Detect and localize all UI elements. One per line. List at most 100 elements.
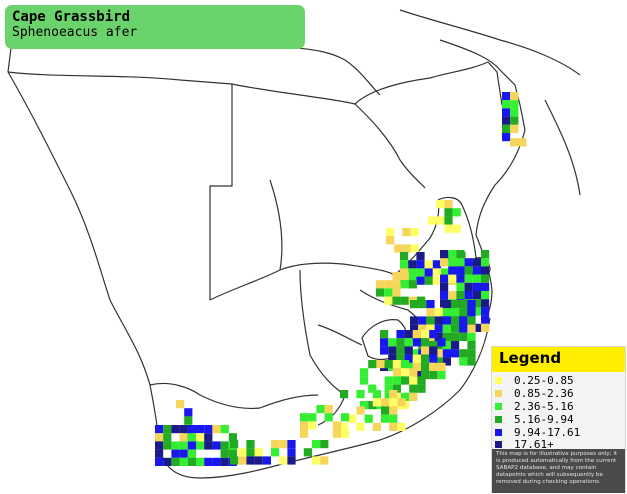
occurrence-cell	[360, 368, 369, 377]
occurrence-cell	[448, 274, 457, 283]
occurrence-cell	[196, 441, 205, 450]
occurrence-cell	[287, 440, 296, 449]
occurrence-cell	[254, 448, 263, 457]
occurrence-cell	[404, 338, 413, 347]
occurrence-cell	[360, 376, 369, 385]
occurrence-cell	[510, 116, 519, 125]
occurrence-cell	[212, 441, 221, 450]
occurrence-cell	[481, 315, 490, 324]
occurrence-cell	[442, 308, 451, 317]
occurrence-cell	[392, 376, 401, 385]
occurrence-cell	[163, 441, 172, 450]
occurrence-cell	[421, 346, 430, 355]
occurrence-cell	[204, 425, 213, 434]
occurrence-cell	[442, 332, 451, 341]
occurrence-cell	[187, 457, 196, 466]
occurrence-cell	[409, 392, 418, 401]
occurrence-cell	[418, 316, 427, 325]
occurrence-cell	[356, 406, 365, 415]
occurrence-cell	[384, 280, 393, 289]
occurrence-cell	[451, 324, 460, 333]
occurrence-cell	[417, 384, 426, 393]
occurrence-cell	[502, 124, 511, 133]
occurrence-cell	[452, 224, 461, 233]
occurrence-cell	[481, 274, 490, 283]
legend-swatch	[495, 441, 502, 448]
occurrence-cell	[434, 316, 443, 325]
occurrence-cell	[442, 324, 451, 333]
occurrence-cell	[451, 341, 460, 350]
occurrence-cell	[444, 208, 453, 217]
occurrence-cell	[384, 376, 393, 385]
occurrence-cell	[432, 268, 441, 277]
occurrence-cell	[230, 456, 239, 465]
occurrence-cell	[340, 390, 349, 399]
occurrence-cell	[421, 354, 430, 363]
occurrence-cell	[440, 282, 449, 291]
occurrence-cell	[418, 300, 427, 309]
occurrence-cell	[155, 441, 164, 450]
occurrence-cell	[442, 349, 451, 358]
occurrence-cell	[467, 332, 476, 341]
occurrence-cell	[448, 266, 457, 275]
occurrence-cell	[418, 324, 427, 333]
occurrence-cell	[246, 448, 255, 457]
occurrence-cell	[416, 268, 425, 277]
occurrence-cell	[372, 398, 381, 407]
occurrence-cell	[510, 100, 519, 109]
species-scientific-name: Sphenoeacus afer	[12, 25, 138, 40]
occurrence-cell	[436, 200, 445, 209]
occurrence-cell	[381, 406, 390, 415]
occurrence-cell	[389, 422, 398, 431]
occurrence-cell	[472, 291, 481, 300]
occurrence-cell	[212, 425, 221, 434]
occurrence-cell	[179, 457, 188, 466]
occurrence-cell	[308, 421, 317, 430]
occurrence-cell	[401, 392, 410, 401]
legend-panel: Legend 0.25-0.85 0.85-2.36 2.36-5.16 5.1…	[491, 346, 626, 493]
occurrence-cell	[401, 376, 410, 385]
occurrence-cell	[429, 362, 438, 371]
occurrence-cell	[481, 250, 490, 259]
occurrence-cell	[340, 422, 349, 431]
occurrence-cell	[502, 92, 511, 101]
occurrence-cell	[220, 449, 229, 458]
occurrence-cell	[389, 398, 398, 407]
occurrence-cell	[451, 316, 460, 325]
occurrence-cell	[440, 250, 449, 259]
occurrence-cell	[320, 440, 329, 449]
occurrence-cell	[246, 440, 255, 449]
occurrence-cell	[279, 456, 288, 465]
occurrence-cell	[459, 349, 468, 358]
occurrence-cell	[360, 401, 369, 410]
occurrence-cell	[410, 228, 419, 237]
occurrence-cell	[380, 330, 389, 339]
occurrence-cell	[456, 274, 465, 283]
legend-label: 9.94-17.61	[514, 426, 581, 439]
occurrence-cell	[287, 448, 296, 457]
occurrence-cell	[426, 341, 435, 350]
legend-swatch	[495, 403, 502, 410]
occurrence-cell	[408, 280, 417, 289]
occurrence-cell	[502, 133, 511, 142]
occurrence-cell	[481, 282, 490, 291]
occurrence-cell	[380, 338, 389, 347]
occurrence-cell	[187, 425, 196, 434]
occurrence-cell	[432, 276, 441, 285]
occurrence-cell	[396, 346, 405, 355]
occurrence-cell	[409, 368, 418, 377]
occurrence-cell	[472, 299, 481, 308]
occurrence-cell	[421, 371, 430, 380]
occurrence-cell	[155, 425, 164, 434]
occurrence-cell	[300, 429, 309, 438]
occurrence-cell	[412, 354, 421, 363]
occurrence-cell	[424, 276, 433, 285]
occurrence-cell	[171, 449, 180, 458]
occurrence-cell	[204, 433, 213, 442]
occurrence-cell	[459, 316, 468, 325]
occurrence-cell	[386, 228, 395, 237]
occurrence-cell	[262, 456, 271, 465]
legend-label: 2.36-5.16	[514, 400, 574, 413]
occurrence-cell	[448, 291, 457, 300]
occurrence-cell	[300, 413, 309, 422]
